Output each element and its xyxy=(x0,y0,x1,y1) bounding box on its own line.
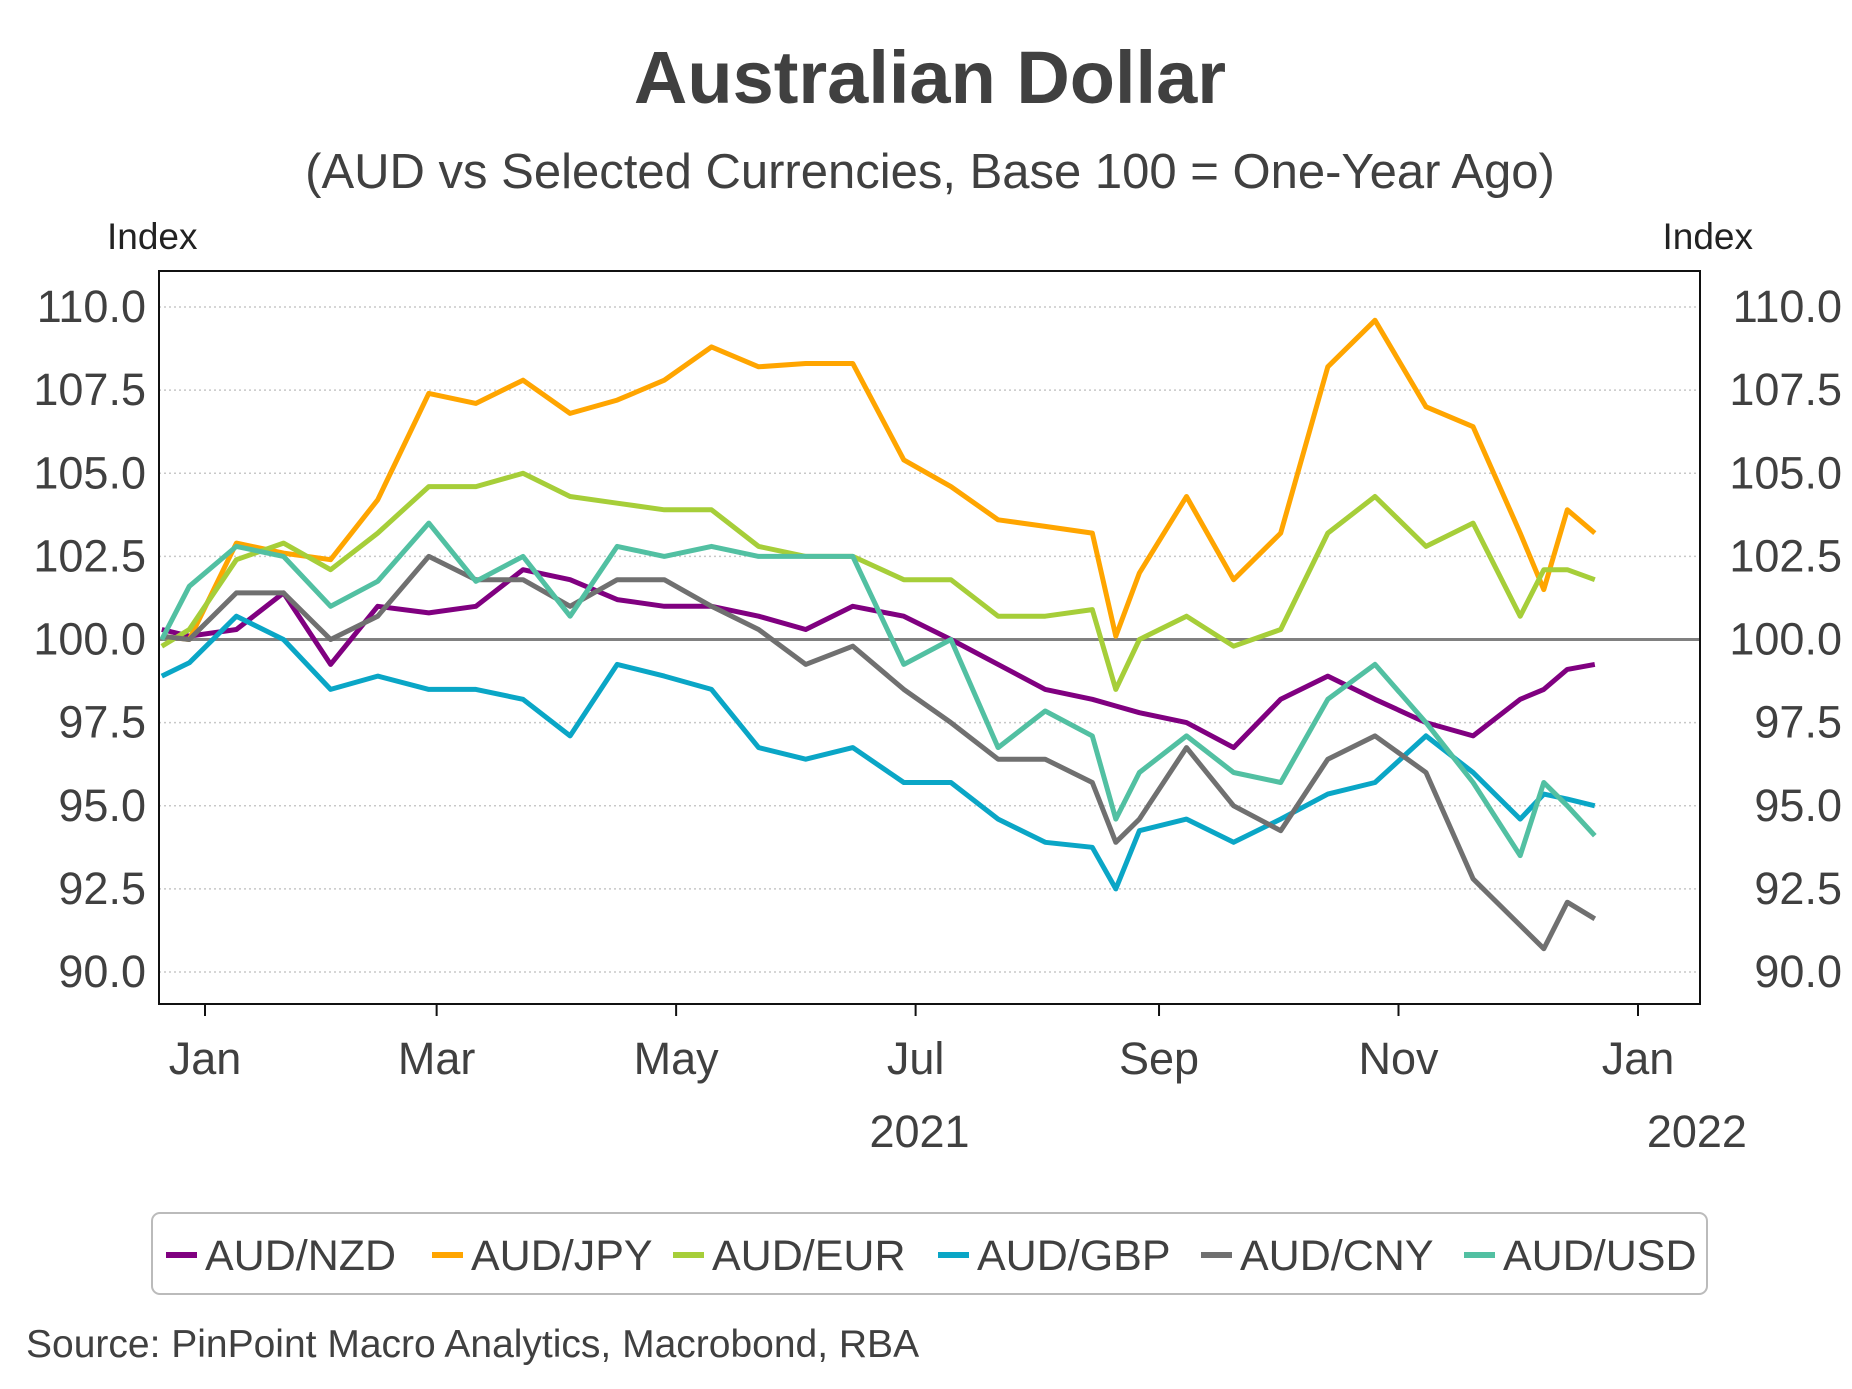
y-tick-label-right: 95.0 xyxy=(1754,780,1842,831)
y-tick-label-right: 92.5 xyxy=(1754,863,1842,914)
y-tick-label-right: 102.5 xyxy=(1729,530,1842,581)
legend-item-aud-nzd: AUD/NZD xyxy=(166,1232,396,1280)
x-tick-label: Sep xyxy=(1119,1033,1199,1084)
y-tick-label-left: 97.5 xyxy=(58,697,146,748)
gridlines xyxy=(159,306,1700,973)
y-axis-label-right: Index xyxy=(1662,216,1753,257)
legend-label: AUD/CNY xyxy=(1240,1232,1434,1280)
x-year-label: 2022 xyxy=(1647,1106,1747,1157)
x-tick-labels: Jan Mar May Jul Sep Nov Jan 2021 2022 xyxy=(169,1004,1747,1157)
y-tick-label-right: 107.5 xyxy=(1729,364,1842,415)
chart-subtitle: (AUD vs Selected Currencies, Base 100 = … xyxy=(305,145,1555,199)
y-axis-label-left: Index xyxy=(107,216,198,257)
y-tick-label-right: 110.0 xyxy=(1733,281,1842,332)
source-note: Source: PinPoint Macro Analytics, Macrob… xyxy=(26,1323,919,1366)
legend-label: AUD/GBP xyxy=(977,1232,1171,1280)
series-line-aud-jpy xyxy=(161,317,1597,642)
series-line-aud-gbp xyxy=(160,613,1596,892)
legend: AUD/NZD AUD/JPY AUD/EUR AUD/GBP AUD/CNY AUD/U… xyxy=(166,1232,1697,1280)
y-tick-label-left: 90.0 xyxy=(58,946,146,997)
y-tick-labels: 110.0 110.0 107.5 107.5 105.0 105.0 102.5 102.5… xyxy=(33,281,1842,997)
legend-label: AUD/NZD xyxy=(205,1232,396,1280)
y-tick-label-right: 97.5 xyxy=(1754,697,1842,748)
legend-label: AUD/EUR xyxy=(712,1232,906,1280)
y-tick-label-right: 105.0 xyxy=(1729,447,1842,498)
x-tick-label: Jan xyxy=(169,1033,242,1084)
legend-item-aud-gbp: AUD/GBP xyxy=(938,1232,1171,1280)
series-line-aud-eur xyxy=(160,470,1596,692)
y-tick-label-left: 102.5 xyxy=(33,530,146,581)
x-tick-label: May xyxy=(634,1033,720,1084)
legend-label: AUD/JPY xyxy=(471,1232,653,1280)
legend-label: AUD/USD xyxy=(1503,1232,1697,1280)
series-line-aud-nzd xyxy=(161,567,1596,751)
series-line-aud-cny xyxy=(161,553,1597,952)
y-tick-label-left: 110.0 xyxy=(37,281,146,332)
legend-item-aud-cny: AUD/CNY xyxy=(1201,1232,1434,1280)
legend-item-aud-jpy: AUD/JPY xyxy=(432,1232,653,1280)
x-tick-label: Jan xyxy=(1602,1033,1675,1084)
x-tick-label: Nov xyxy=(1358,1033,1439,1084)
series-lines xyxy=(159,317,1597,952)
y-tick-label-left: 107.5 xyxy=(33,364,146,415)
y-tick-label-right: 100.0 xyxy=(1729,614,1842,665)
y-tick-label-left: 100.0 xyxy=(33,614,146,665)
x-tick-label: Mar xyxy=(398,1033,476,1084)
legend-item-aud-eur: AUD/EUR xyxy=(673,1232,906,1280)
legend-item-aud-usd: AUD/USD xyxy=(1464,1232,1697,1280)
legend-box xyxy=(151,1212,1708,1295)
x-tick-label: Jul xyxy=(887,1033,945,1084)
plot-area-border xyxy=(158,270,1701,1005)
x-year-label: 2021 xyxy=(869,1106,969,1157)
y-tick-label-left: 92.5 xyxy=(58,863,146,914)
y-tick-label-right: 90.0 xyxy=(1754,946,1842,997)
chart-title: Australian Dollar xyxy=(634,36,1226,119)
y-tick-label-left: 95.0 xyxy=(58,780,146,831)
series-line-aud-usd xyxy=(159,520,1597,859)
y-tick-label-left: 105.0 xyxy=(33,447,146,498)
